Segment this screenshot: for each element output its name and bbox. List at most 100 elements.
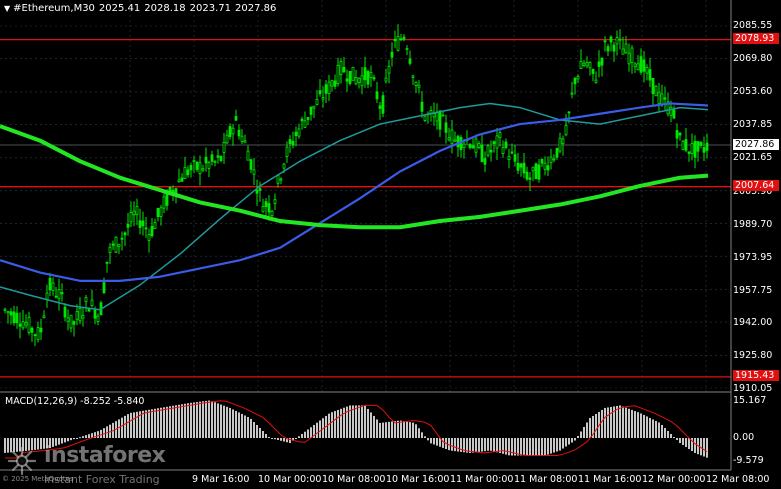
macd-histogram-bar <box>511 438 513 456</box>
level-label-1915[interactable]: 1915.43 <box>733 370 779 381</box>
candle-body <box>561 138 565 144</box>
macd-histogram-bar <box>604 407 606 438</box>
macd-histogram-bar <box>646 416 648 438</box>
candle-body <box>66 317 70 322</box>
candle-body <box>477 143 481 148</box>
candle-body <box>387 66 391 74</box>
macd-histogram-bar <box>496 438 498 453</box>
macd-histogram-bar <box>46 438 48 449</box>
candle-body <box>495 135 499 149</box>
dropdown-triangle-icon[interactable]: ▼ <box>4 4 11 13</box>
candle-body <box>102 282 106 294</box>
macd-histogram-bar <box>361 405 363 438</box>
candle-body <box>315 99 319 105</box>
macd-histogram-bar <box>484 438 486 452</box>
candle-body <box>204 156 208 164</box>
candle-body <box>60 292 64 295</box>
macd-histogram-bar <box>355 405 357 438</box>
candle-body <box>687 151 691 154</box>
candle-body <box>621 48 625 55</box>
candle-body <box>108 246 112 253</box>
candle-body <box>336 64 340 84</box>
macd-histogram-bar <box>352 405 354 438</box>
macd-histogram-bar <box>307 429 309 438</box>
current-price-label: 2027.86 <box>733 139 779 150</box>
macd-main-value: -8.252 <box>80 396 111 407</box>
price-tick: 1957.75 <box>733 285 773 296</box>
macd-histogram-bar <box>241 413 243 438</box>
candle-body <box>546 165 550 171</box>
candle-body <box>141 220 145 227</box>
price-tick: 1942.00 <box>733 317 773 328</box>
ma-fast-line <box>0 102 709 311</box>
macd-histogram-bar <box>319 420 321 438</box>
candle-body <box>279 178 283 181</box>
candle-body <box>633 63 637 68</box>
macd-histogram-bar <box>538 438 540 456</box>
macd-histogram-bar <box>499 438 501 454</box>
macd-histogram-bar <box>403 421 405 438</box>
macd-histogram-bar <box>310 427 312 438</box>
candle-body <box>321 97 325 100</box>
candle-body <box>243 140 247 143</box>
macd-histogram-bar <box>133 412 135 438</box>
macd-histogram-bar <box>88 434 90 438</box>
macd-histogram-bar <box>664 427 666 438</box>
candle-body <box>570 92 574 95</box>
macd-histogram-bar <box>475 438 477 453</box>
macd-histogram-bar <box>247 416 249 438</box>
candle-body <box>681 140 685 150</box>
candle-body <box>534 163 538 180</box>
macd-histogram-bar <box>595 413 597 438</box>
macd-histogram-bar <box>148 409 150 438</box>
ohlc-high: 2028.18 <box>144 3 186 14</box>
candle-body <box>357 77 361 83</box>
macd-histogram-bar <box>277 438 279 441</box>
macd-histogram-bar <box>442 438 444 448</box>
candle-body <box>597 61 601 67</box>
level-label-2078[interactable]: 2078.93 <box>733 33 779 44</box>
macd-histogram-bar <box>544 438 546 456</box>
macd-histogram-bar <box>121 417 123 438</box>
candle-body <box>195 161 199 170</box>
candle-body <box>672 109 676 119</box>
macd-histogram-bar <box>154 408 156 438</box>
macd-histogram-bar <box>505 438 507 455</box>
macd-histogram-bar <box>436 438 438 446</box>
level-label-2007[interactable]: 2007.64 <box>733 180 779 191</box>
macd-histogram-bar <box>418 428 420 438</box>
macd-histogram-bar <box>616 405 618 438</box>
price-tick: 1989.70 <box>733 219 773 230</box>
macd-histogram-bar <box>430 438 432 444</box>
macd-histogram-bar <box>376 419 378 438</box>
candle-body <box>405 48 409 50</box>
macd-histogram-bar <box>586 422 588 438</box>
macd-histogram-bar <box>190 402 192 438</box>
macd-histogram-bar <box>334 411 336 438</box>
macd-histogram-bar <box>643 414 645 438</box>
candle-body <box>42 315 46 318</box>
candle-body <box>96 315 100 322</box>
candle-body <box>6 311 10 314</box>
candle-body <box>462 143 466 149</box>
symbol-label: #Ethereum,M30 <box>13 3 95 14</box>
candle-body <box>369 72 373 78</box>
candle-body <box>318 90 322 95</box>
candle-body <box>333 80 337 87</box>
macd-histogram-bar <box>61 438 63 444</box>
candle-body <box>564 125 568 136</box>
macd-histogram-bar <box>610 406 612 438</box>
candle-body <box>246 150 250 161</box>
candle-body <box>498 132 502 138</box>
candle-body <box>105 261 109 264</box>
candle-body <box>351 66 355 81</box>
chart-header: ▼ #Ethereum,M30 2025.41 2028.18 2023.71 2027.… <box>4 3 280 15</box>
candle-body <box>669 106 673 116</box>
macd-histogram-bar <box>559 438 561 451</box>
macd-histogram-bar <box>565 438 567 447</box>
horizontal-levels[interactable] <box>0 39 731 378</box>
macd-histogram-bar <box>517 438 519 456</box>
macd-histogram-bar <box>292 438 294 441</box>
candle-body <box>189 164 193 171</box>
macd-histogram-bar <box>520 438 522 456</box>
